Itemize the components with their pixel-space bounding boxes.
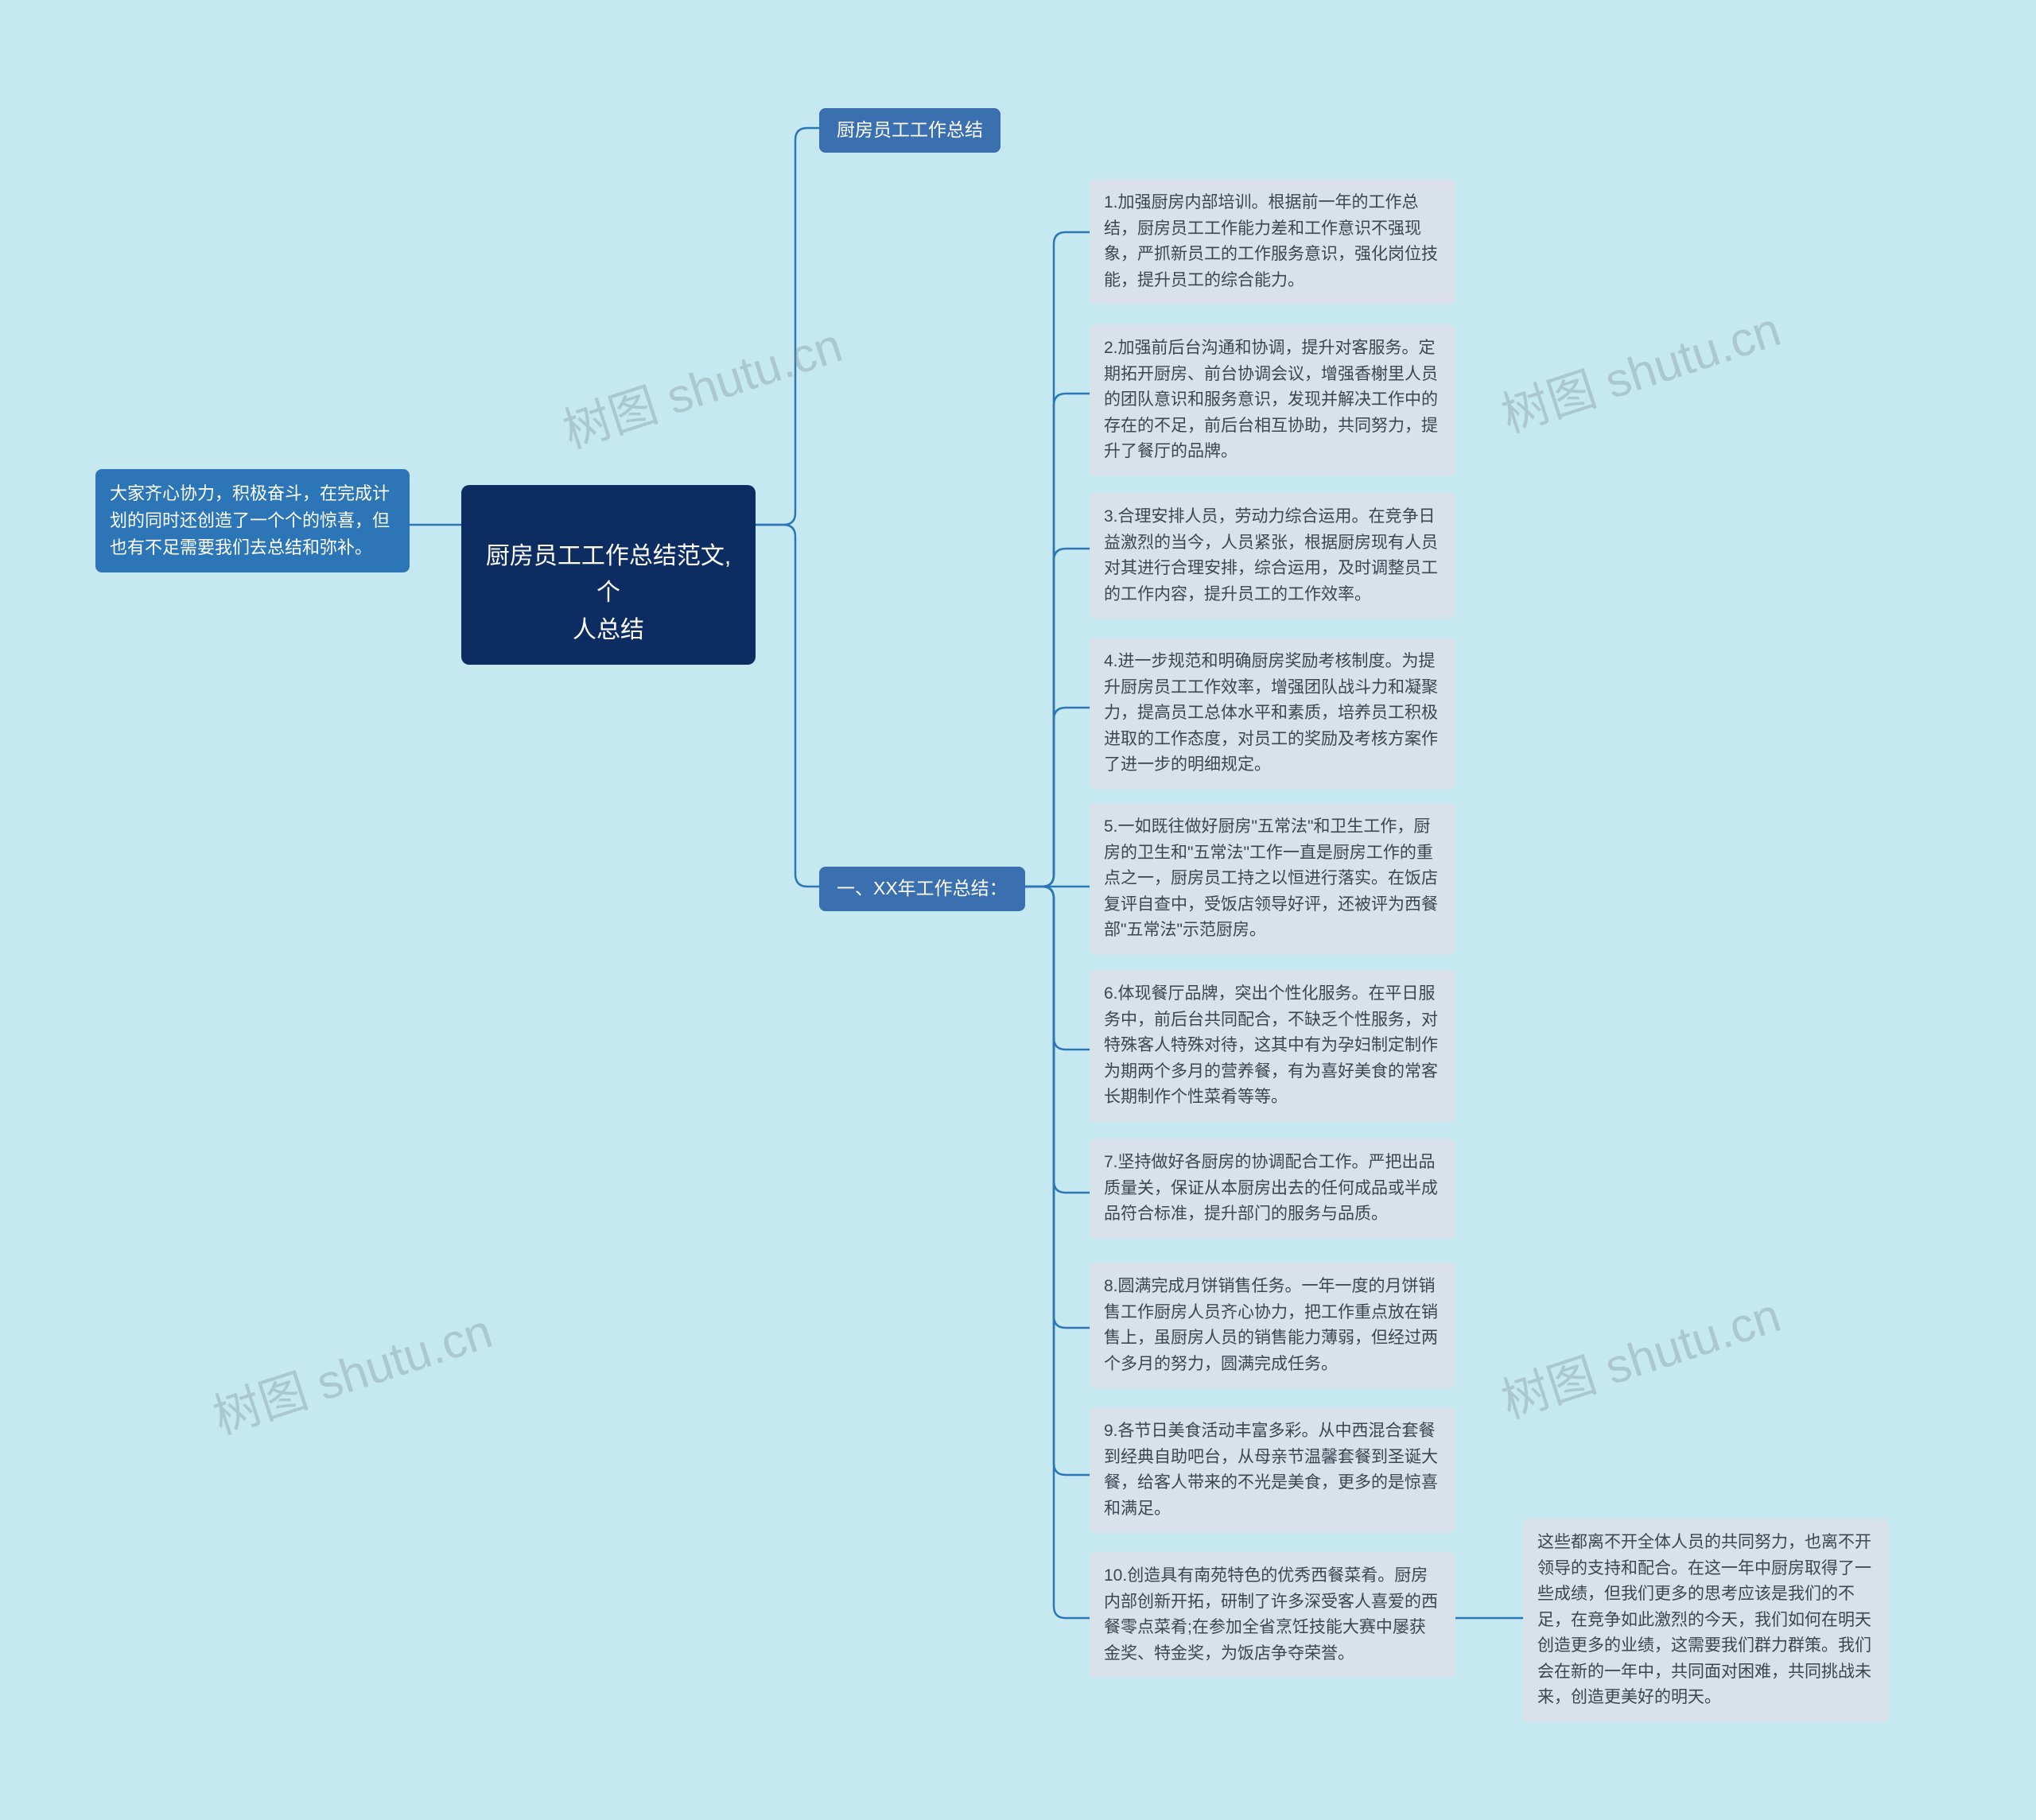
left-note-text: 大家齐心协力，积极奋斗，在完成计划的同时还创造了一个个的惊喜，但也有不足需要我们… [110,483,390,557]
leaf-node[interactable]: 6.体现餐厅品牌，突出个性化服务。在平日服务中，前后台共同配合，不缺乏个性服务，… [1090,970,1455,1122]
leaf-node[interactable]: 7.坚持做好各厨房的协调配合工作。严把出品质量关，保证从本厨房出去的任何成品或半… [1090,1139,1455,1239]
leaf-node[interactable]: 5.一如既往做好厨房"五常法"和卫生工作，厨房的卫生和"五常法"工作一直是厨房工… [1090,803,1455,955]
leaf-text: 2.加强前后台沟通和协调，提升对客服务。定期拓开厨房、前台协调会议，增强香榭里人… [1104,339,1438,460]
leaf-node[interactable]: 4.进一步规范和明确厨房奖励考核制度。为提升厨房员工工作效率，增强团队战斗力和凝… [1090,638,1455,790]
branch-summary-title[interactable]: 厨房员工工作总结 [819,108,1001,153]
leaf-text: 6.体现餐厅品牌，突出个性化服务。在平日服务中，前后台共同配合，不缺乏个性服务，… [1104,984,1438,1106]
branch2-text: 一、XX年工作总结： [837,878,1008,898]
leaf-node[interactable]: 9.各节日美食活动丰富多彩。从中西混合套餐到经典自助吧台，从母亲节温馨套餐到圣诞… [1090,1407,1455,1533]
leaf-text: 5.一如既往做好厨房"五常法"和卫生工作，厨房的卫生和"五常法"工作一直是厨房工… [1104,817,1438,939]
leaf-node[interactable]: 2.加强前后台沟通和协调，提升对客服务。定期拓开厨房、前台协调会议，增强香榭里人… [1090,324,1455,476]
left-note-node[interactable]: 大家齐心协力，积极奋斗，在完成计划的同时还创造了一个个的惊喜，但也有不足需要我们… [95,469,410,572]
leaf-text: 3.合理安排人员，劳动力综合运用。在竞争日益激烈的当今，人员紧张，根据厨房现有人… [1104,507,1438,603]
root-text: 厨房员工工作总结范文,个 人总结 [486,543,731,643]
leaf-text: 7.坚持做好各厨房的协调配合工作。严把出品质量关，保证从本厨房出去的任何成品或半… [1104,1153,1438,1223]
leaf-node[interactable]: 10.创造具有南苑特色的优秀西餐菜肴。厨房内部创新开拓，研制了许多深受客人喜爱的… [1090,1552,1455,1678]
branch-year-summary[interactable]: 一、XX年工作总结： [819,867,1025,911]
leaf-text: 10.创造具有南苑特色的优秀西餐菜肴。厨房内部创新开拓，研制了许多深受客人喜爱的… [1104,1566,1438,1663]
leaf-text: 4.进一步规范和明确厨房奖励考核制度。为提升厨房员工工作效率，增强团队战斗力和凝… [1104,652,1438,774]
conclusion-text: 这些都离不开全体人员的共同努力，也离不开领导的支持和配合。在这一年中厨房取得了一… [1537,1533,1871,1706]
branch1-text: 厨房员工工作总结 [837,119,983,140]
root-node[interactable]: 厨房员工工作总结范文,个 人总结 [461,485,756,665]
leaf-node[interactable]: 8.圆满完成月饼销售任务。一年一度的月饼销售工作厨房人员齐心协力，把工作重点放在… [1090,1263,1455,1388]
leaf-text: 9.各节日美食活动丰富多彩。从中西混合套餐到经典自助吧台，从母亲节温馨套餐到圣诞… [1104,1422,1438,1518]
conclusion-node[interactable]: 这些都离不开全体人员的共同努力，也离不开领导的支持和配合。在这一年中厨房取得了一… [1523,1519,1889,1722]
leaf-text: 8.圆满完成月饼销售任务。一年一度的月饼销售工作厨房人员齐心协力，把工作重点放在… [1104,1277,1438,1373]
leaf-node[interactable]: 1.加强厨房内部培训。根据前一年的工作总结，厨房员工工作能力差和工作意识不强现象… [1090,179,1455,305]
leaf-node[interactable]: 3.合理安排人员，劳动力综合运用。在竞争日益激烈的当今，人员紧张，根据厨房现有人… [1090,493,1455,619]
mindmap-stage: 树图 shutu.cn 树图 shutu.cn 树图 shutu.cn 树图 s… [0,0,2036,1820]
leaf-text: 1.加强厨房内部培训。根据前一年的工作总结，厨房员工工作能力差和工作意识不强现象… [1104,193,1438,289]
